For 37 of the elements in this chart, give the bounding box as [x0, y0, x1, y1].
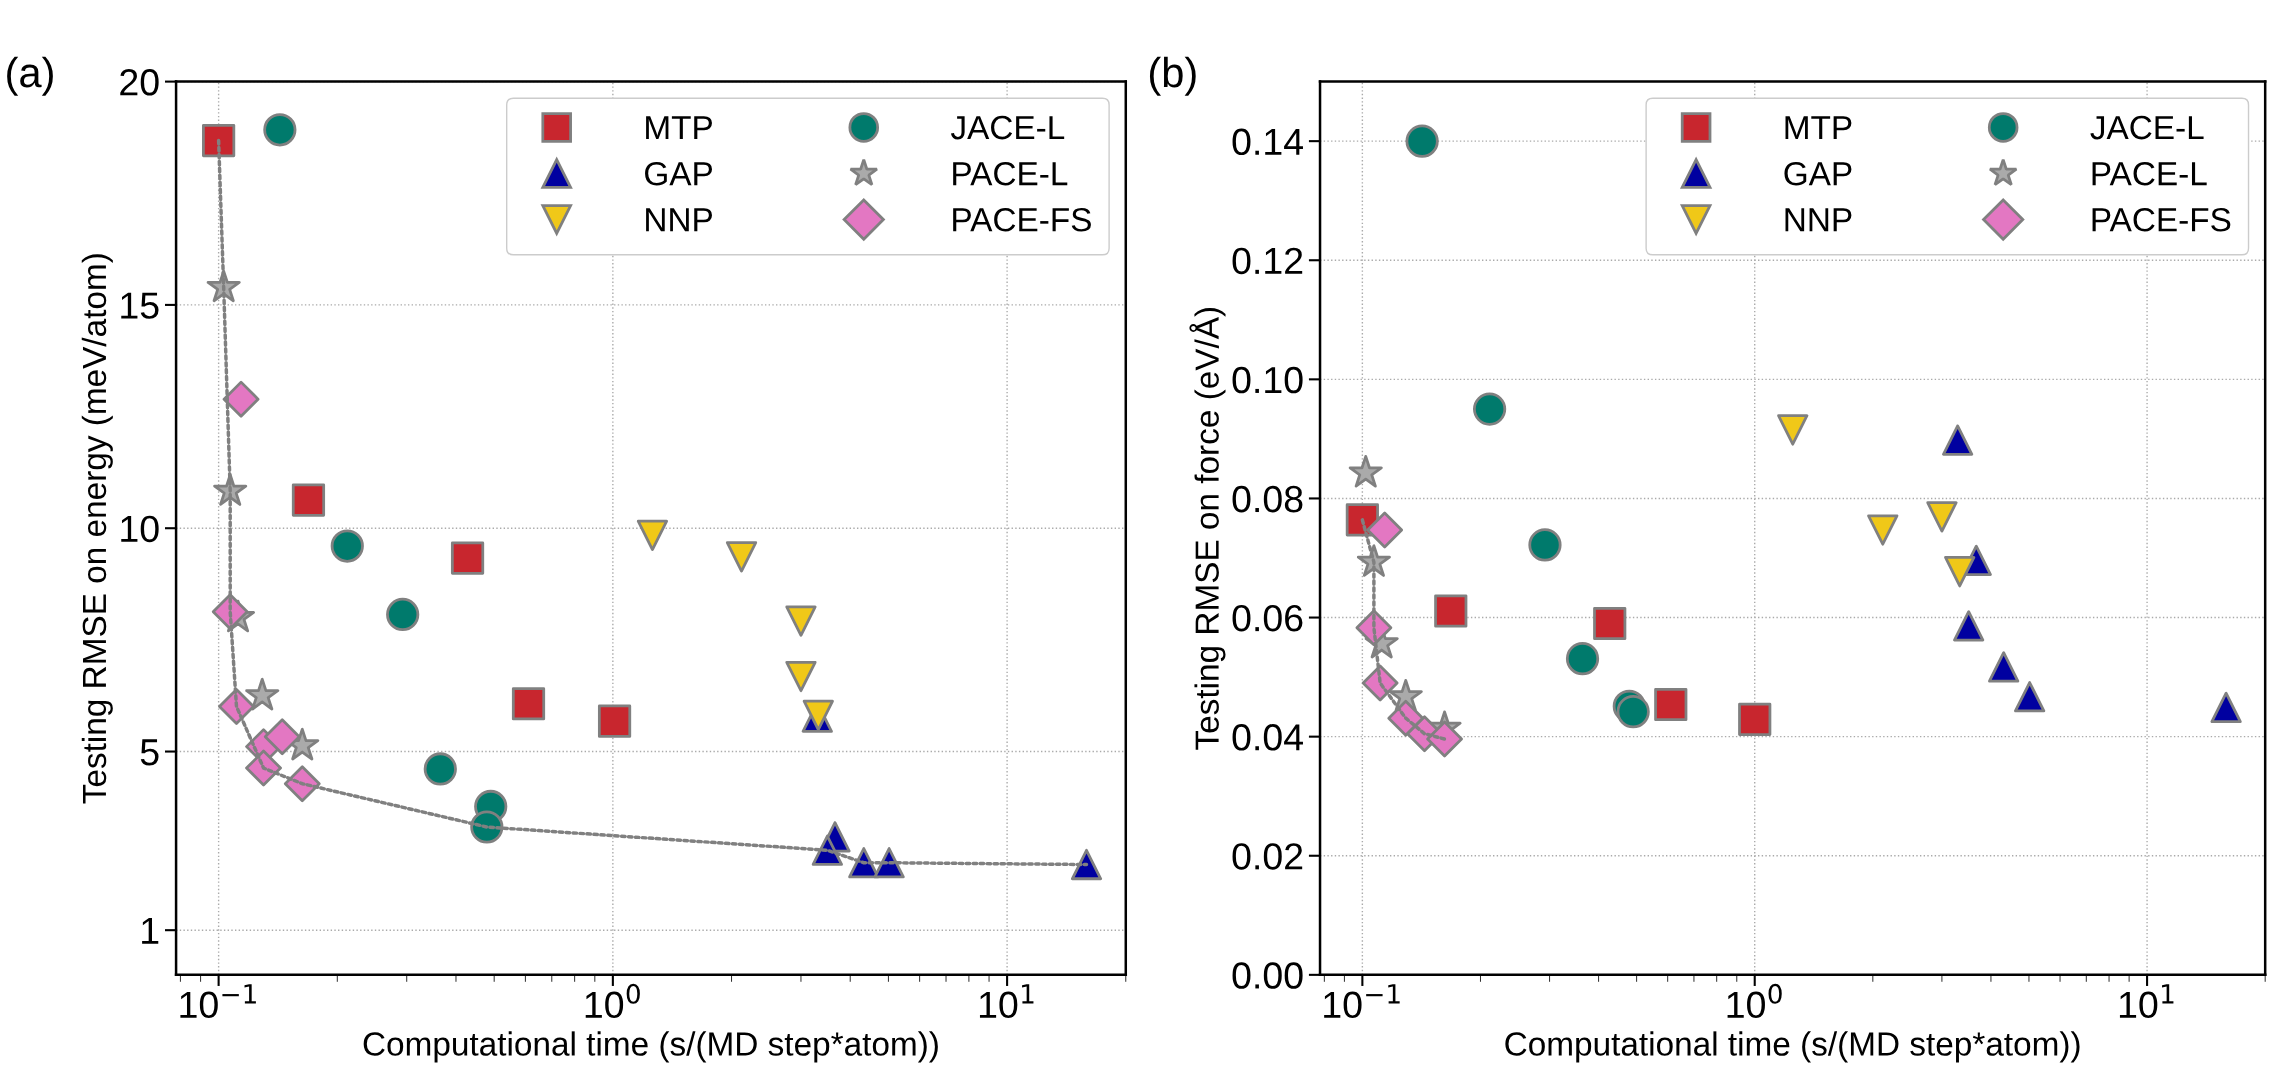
x-tick-label: 10$^{1}$: [2119, 984, 2174, 1019]
legend-label: NNP: [1785, 208, 1852, 232]
legend-label: GAP: [645, 161, 712, 186]
x-tick-label: 10$^{0}$: [1727, 983, 1782, 1019]
y-tick-label: 0.12: [1232, 247, 1303, 275]
y-tick-label: 5: [140, 739, 159, 766]
y-tick-label: 0.04: [1232, 724, 1303, 751]
text: (b): [1149, 56, 1196, 96]
y-axis-title: Testing RMSE on force (eV/Å): [1189, 307, 1226, 750]
legend-label: PACE-FS: [953, 207, 1091, 232]
x-axis-title: Computational time (s/(MD step*atom)): [1505, 1031, 2080, 1063]
legend-label: GAP: [1784, 161, 1852, 186]
legend-label: MTP: [646, 116, 712, 140]
text: (a): [7, 56, 53, 96]
x-tick-label: 10$^{0}$: [585, 983, 640, 1019]
y-tick-label: 15: [121, 292, 159, 319]
legend-label: JACE-L: [950, 115, 1065, 140]
x-tick-label: 10$^{1}$: [979, 984, 1034, 1019]
y-tick-label: 0.14: [1232, 128, 1303, 156]
legend-label: PACE-L: [2092, 161, 2207, 186]
x-axis-title: Computational time (s/(MD step*atom)): [363, 1031, 938, 1063]
y-tick-label: 0.00: [1232, 962, 1303, 989]
y-tick-label: 20: [120, 69, 159, 96]
x-tick-label: 10$^{−1}$: [1324, 984, 1400, 1019]
legend-label: NNP: [646, 208, 712, 232]
y-tick-label: 1: [142, 917, 159, 944]
y-tick-label: 10: [121, 515, 159, 543]
y-axis-title: Testing RMSE on energy (meV/atom): [81, 254, 113, 804]
legend-label: JACE-L: [2090, 115, 2204, 140]
legend-label: PACE-FS: [2092, 207, 2231, 232]
y-tick-label: 0.08: [1232, 485, 1303, 513]
y-tick-label: 0.06: [1232, 604, 1303, 632]
y-tick-label: 0.10: [1232, 366, 1303, 394]
legend-label: PACE-L: [953, 161, 1068, 186]
x-tick-label: 10$^{−1}$: [180, 984, 256, 1019]
y-tick-label: 0.02: [1232, 843, 1303, 870]
legend-label: MTP: [1785, 116, 1852, 140]
